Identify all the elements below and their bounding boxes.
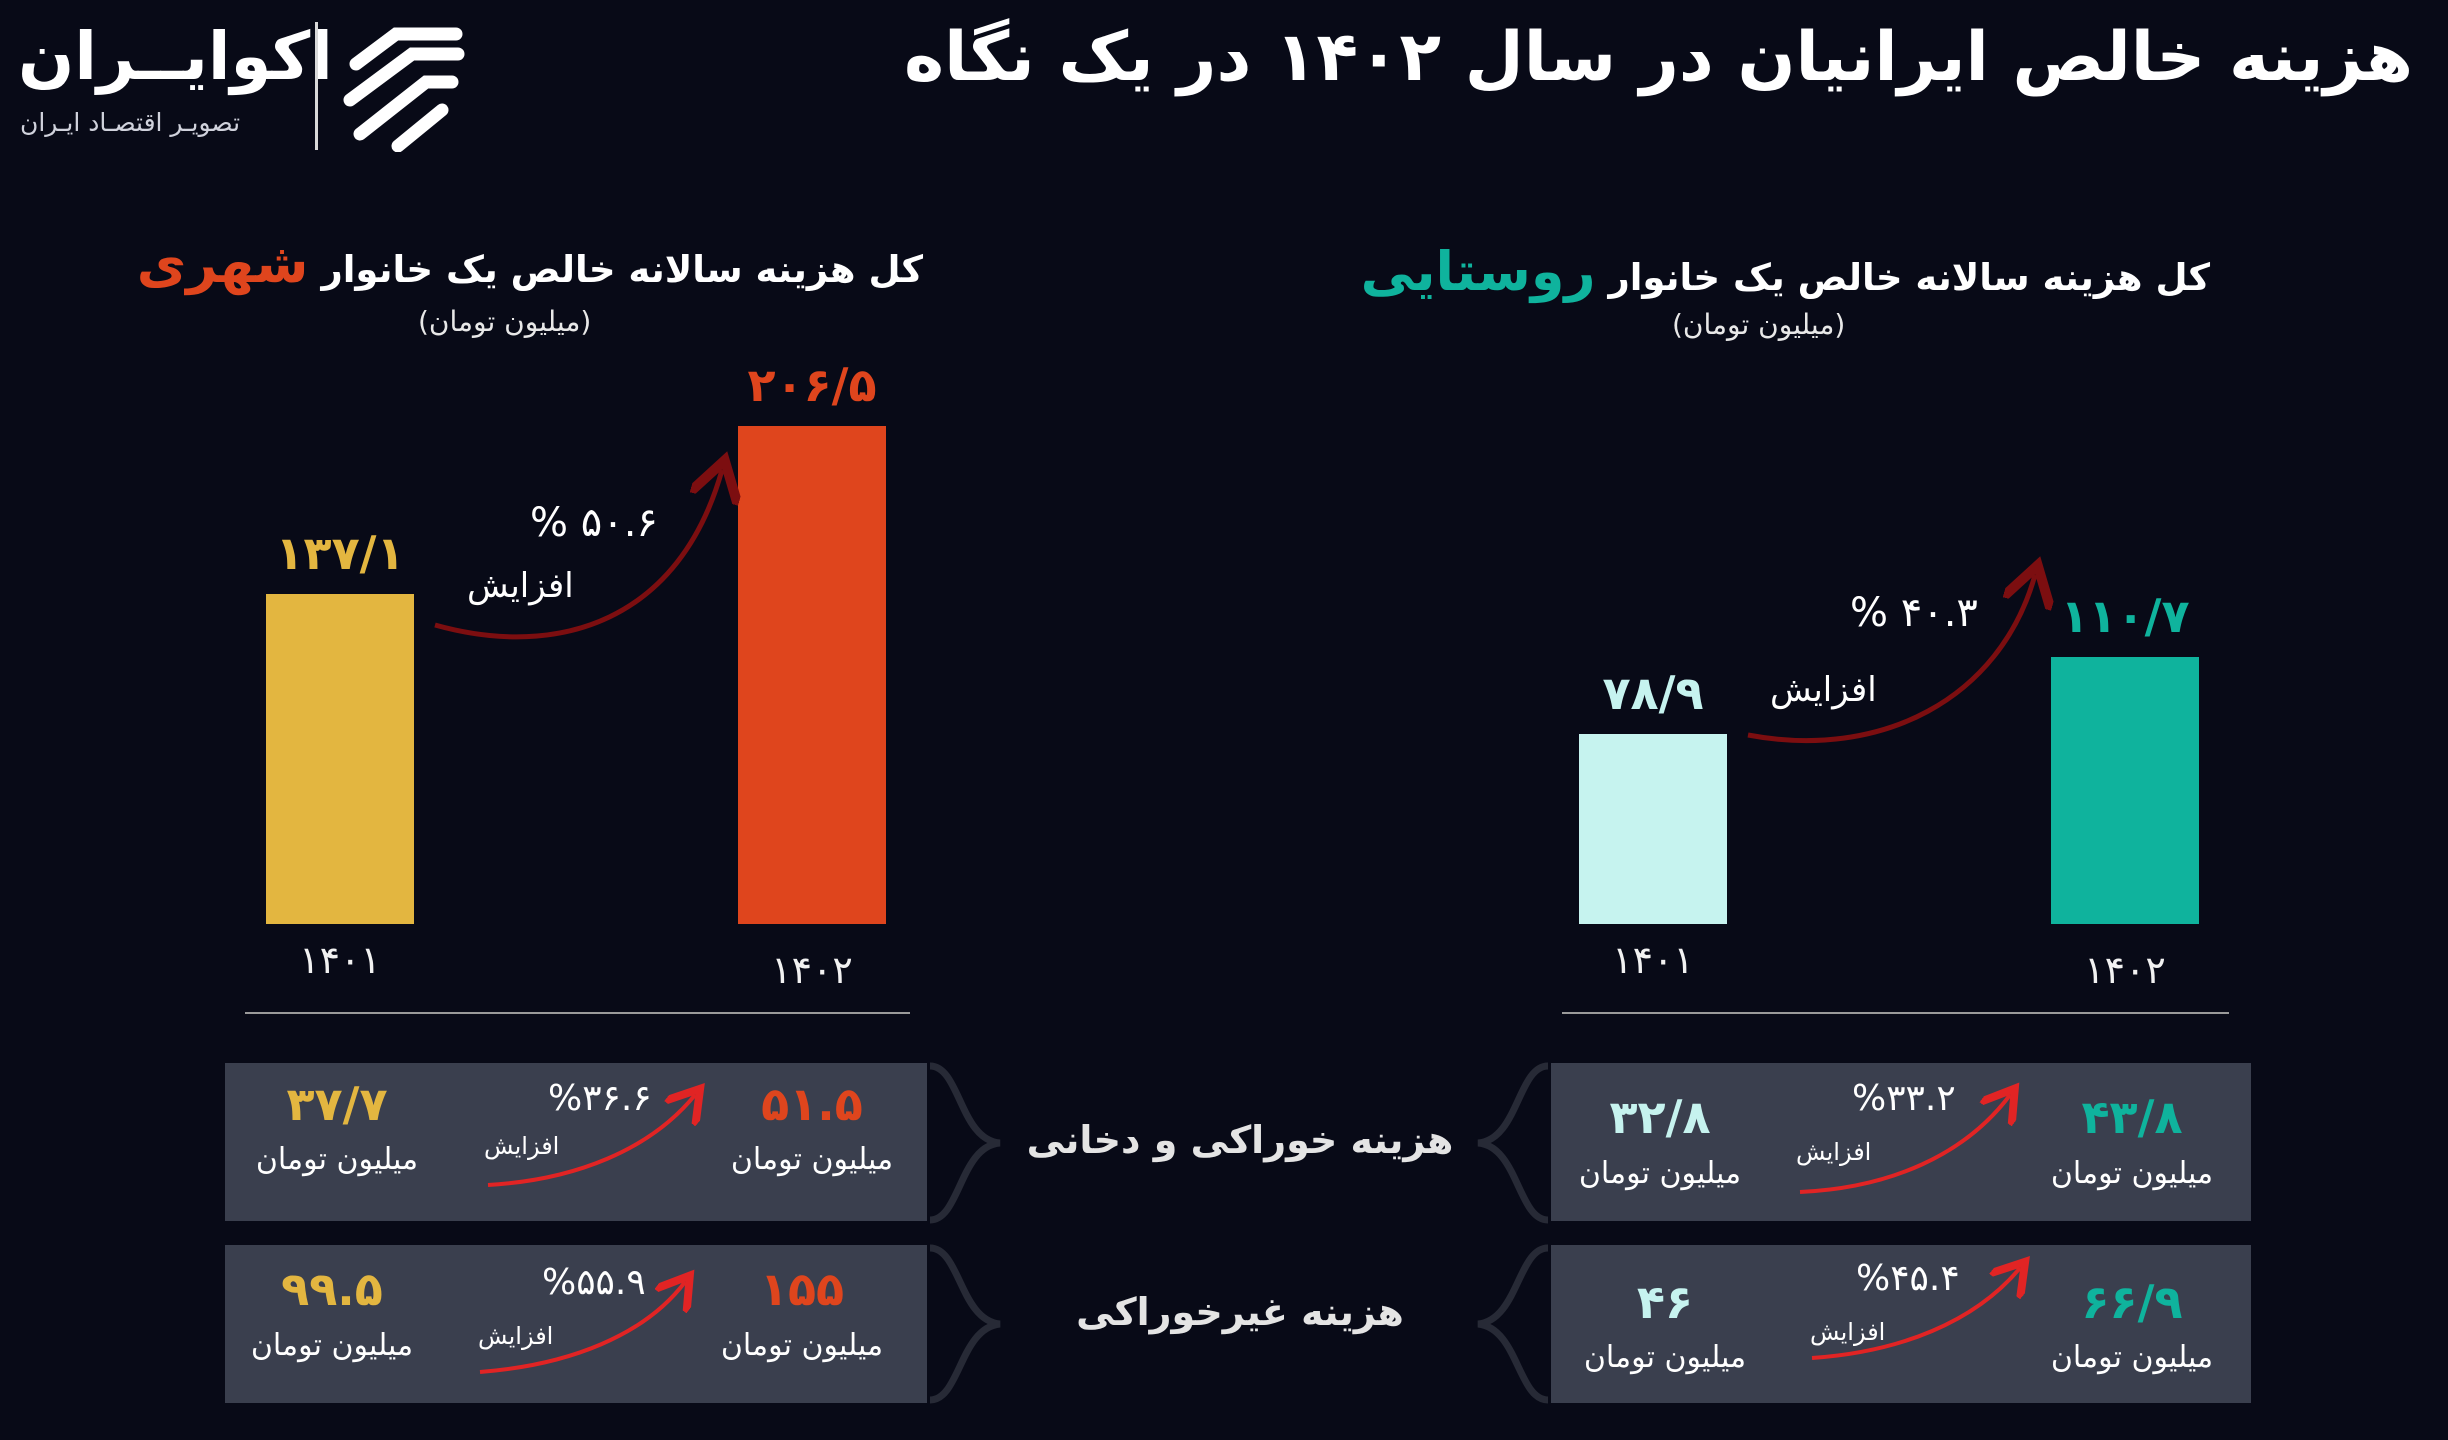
urban-nonfood-percent: %۵۵.۹ (542, 1262, 646, 1303)
urban-chart-title-prefix: کل هزینه سالانه خالص یک خانوار (321, 248, 923, 291)
rural-food-1401-unit: میلیون تومان (1578, 1156, 1742, 1191)
urban-category-label: ۱۴۰۲ (771, 948, 853, 992)
urban-chart-title: کل هزینه سالانه خالص یک خانوار شهری (137, 232, 923, 295)
urban-nonfood-panel (225, 1245, 927, 1403)
urban-nonfood-increase-label: افزایش (478, 1322, 554, 1350)
rural-nonfood-arrow (1811, 1268, 2020, 1360)
rural-chart-title-highlight: روستایی (1360, 240, 1596, 303)
rural-nonfood-1402-value: ۶۶/۹ (2081, 1275, 2183, 1329)
bracket-left-nonfood (929, 1244, 1001, 1404)
urban-bar-value-label: ۲۰۶/۵ (747, 358, 877, 413)
rural-category-label: ۱۴۰۱ (1612, 938, 1694, 982)
rural-axis-line (1562, 1012, 2229, 1014)
rural-food-percent: %۳۳.۲ (1852, 1078, 1956, 1119)
rural-food-1401-value: ۳۲/۸ (1609, 1090, 1711, 1144)
rural-food-panel (1551, 1063, 2251, 1221)
bracket-right-food (1477, 1062, 1549, 1224)
rural-bar-value-label: ۱۱۰/۷ (2060, 589, 2190, 644)
urban-bar-value-label: ۱۳۷/۱ (275, 525, 405, 580)
urban-chart-title-highlight: شهری (136, 232, 309, 295)
urban-nonfood-1401-unit: میلیون تومان (250, 1328, 414, 1363)
urban-food-1401-unit: میلیون تومان (255, 1142, 419, 1177)
rural-food-increase-label: افزایش (1796, 1138, 1872, 1166)
rural-nonfood-1402-unit: میلیون تومان (2050, 1340, 2214, 1375)
rural-nonfood-1401-value: ۴۶ (1636, 1275, 1694, 1329)
logo-tagline: تصویـر اقتصـاد ایـران (20, 108, 241, 137)
rural-bar-۱۴۰۱ (1579, 733, 1727, 924)
urban-bar-۱۴۰۲ (738, 426, 886, 924)
urban-nonfood-1402-value: ۱۵۵ (759, 1262, 845, 1316)
urban-nonfood-1401-value: ۹۹.۵ (281, 1262, 383, 1316)
urban-food-arrow (487, 1095, 695, 1187)
bracket-left-food (929, 1062, 1001, 1224)
rural-food-1402-value: ۴۳/۸ (2081, 1090, 2183, 1144)
logo-divider (315, 22, 318, 150)
urban-nonfood-arrow (479, 1282, 685, 1374)
urban-chart-unit: (میلیون تومان) (418, 305, 592, 338)
urban-food-1401-value: ۳۷/۷ (286, 1077, 388, 1131)
urban-food-1402-unit: میلیون تومان (730, 1142, 894, 1177)
page-title: هزینه خالص ایرانیان در سال ۱۴۰۲ در یک نگ… (904, 18, 2413, 97)
urban-food-increase-label: افزایش (484, 1132, 560, 1160)
urban-food-percent: %۳۶.۶ (548, 1078, 652, 1119)
rural-category-label: ۱۴۰۲ (2084, 948, 2166, 992)
rural-increase-arrow (1747, 575, 2035, 744)
urban-food-panel (225, 1063, 927, 1221)
rural-food-arrow (1799, 1095, 2010, 1194)
urban-change-label: افزایش (467, 566, 574, 606)
rural-nonfood-1401-unit: میلیون تومان (1583, 1340, 1747, 1375)
rural-change-label: افزایش (1770, 670, 1877, 710)
row-label-nonfood: هزینه غیرخوراکی (1076, 1290, 1404, 1334)
rural-nonfood-increase-label: افزایش (1810, 1318, 1886, 1346)
rural-chart-title: کل هزینه سالانه خالص یک خانوار روستایی (1361, 240, 2210, 303)
bracket-right-nonfood (1477, 1244, 1549, 1404)
rural-chart-title-prefix: کل هزینه سالانه خالص یک خانوار (1608, 256, 2210, 299)
rural-food-1402-unit: میلیون تومان (2050, 1156, 2214, 1191)
rural-nonfood-percent: %۴۵.۴ (1856, 1258, 1960, 1299)
urban-food-1402-value: ۵۱.۵ (761, 1077, 863, 1131)
rural-bar-۱۴۰۲ (2051, 657, 2199, 924)
rural-change-percent: % ۴۰.۳ (1850, 590, 1978, 636)
logo-icon (338, 22, 468, 156)
urban-increase-arrow (434, 470, 722, 640)
urban-bar-۱۴۰۱ (266, 593, 414, 924)
urban-category-label: ۱۴۰۱ (299, 938, 381, 982)
urban-change-percent: % ۵۰.۶ (530, 500, 658, 546)
logo-name: اکوایــران (18, 18, 333, 95)
rural-chart-unit: (میلیون تومان) (1672, 308, 1846, 341)
rural-bar-value-label: ۷۸/۹ (1602, 665, 1704, 720)
urban-axis-line (245, 1012, 910, 1014)
urban-nonfood-1402-unit: میلیون تومان (720, 1328, 884, 1363)
rural-nonfood-panel (1551, 1245, 2251, 1403)
row-label-food: هزینه خوراکی و دخانی (1026, 1118, 1454, 1162)
